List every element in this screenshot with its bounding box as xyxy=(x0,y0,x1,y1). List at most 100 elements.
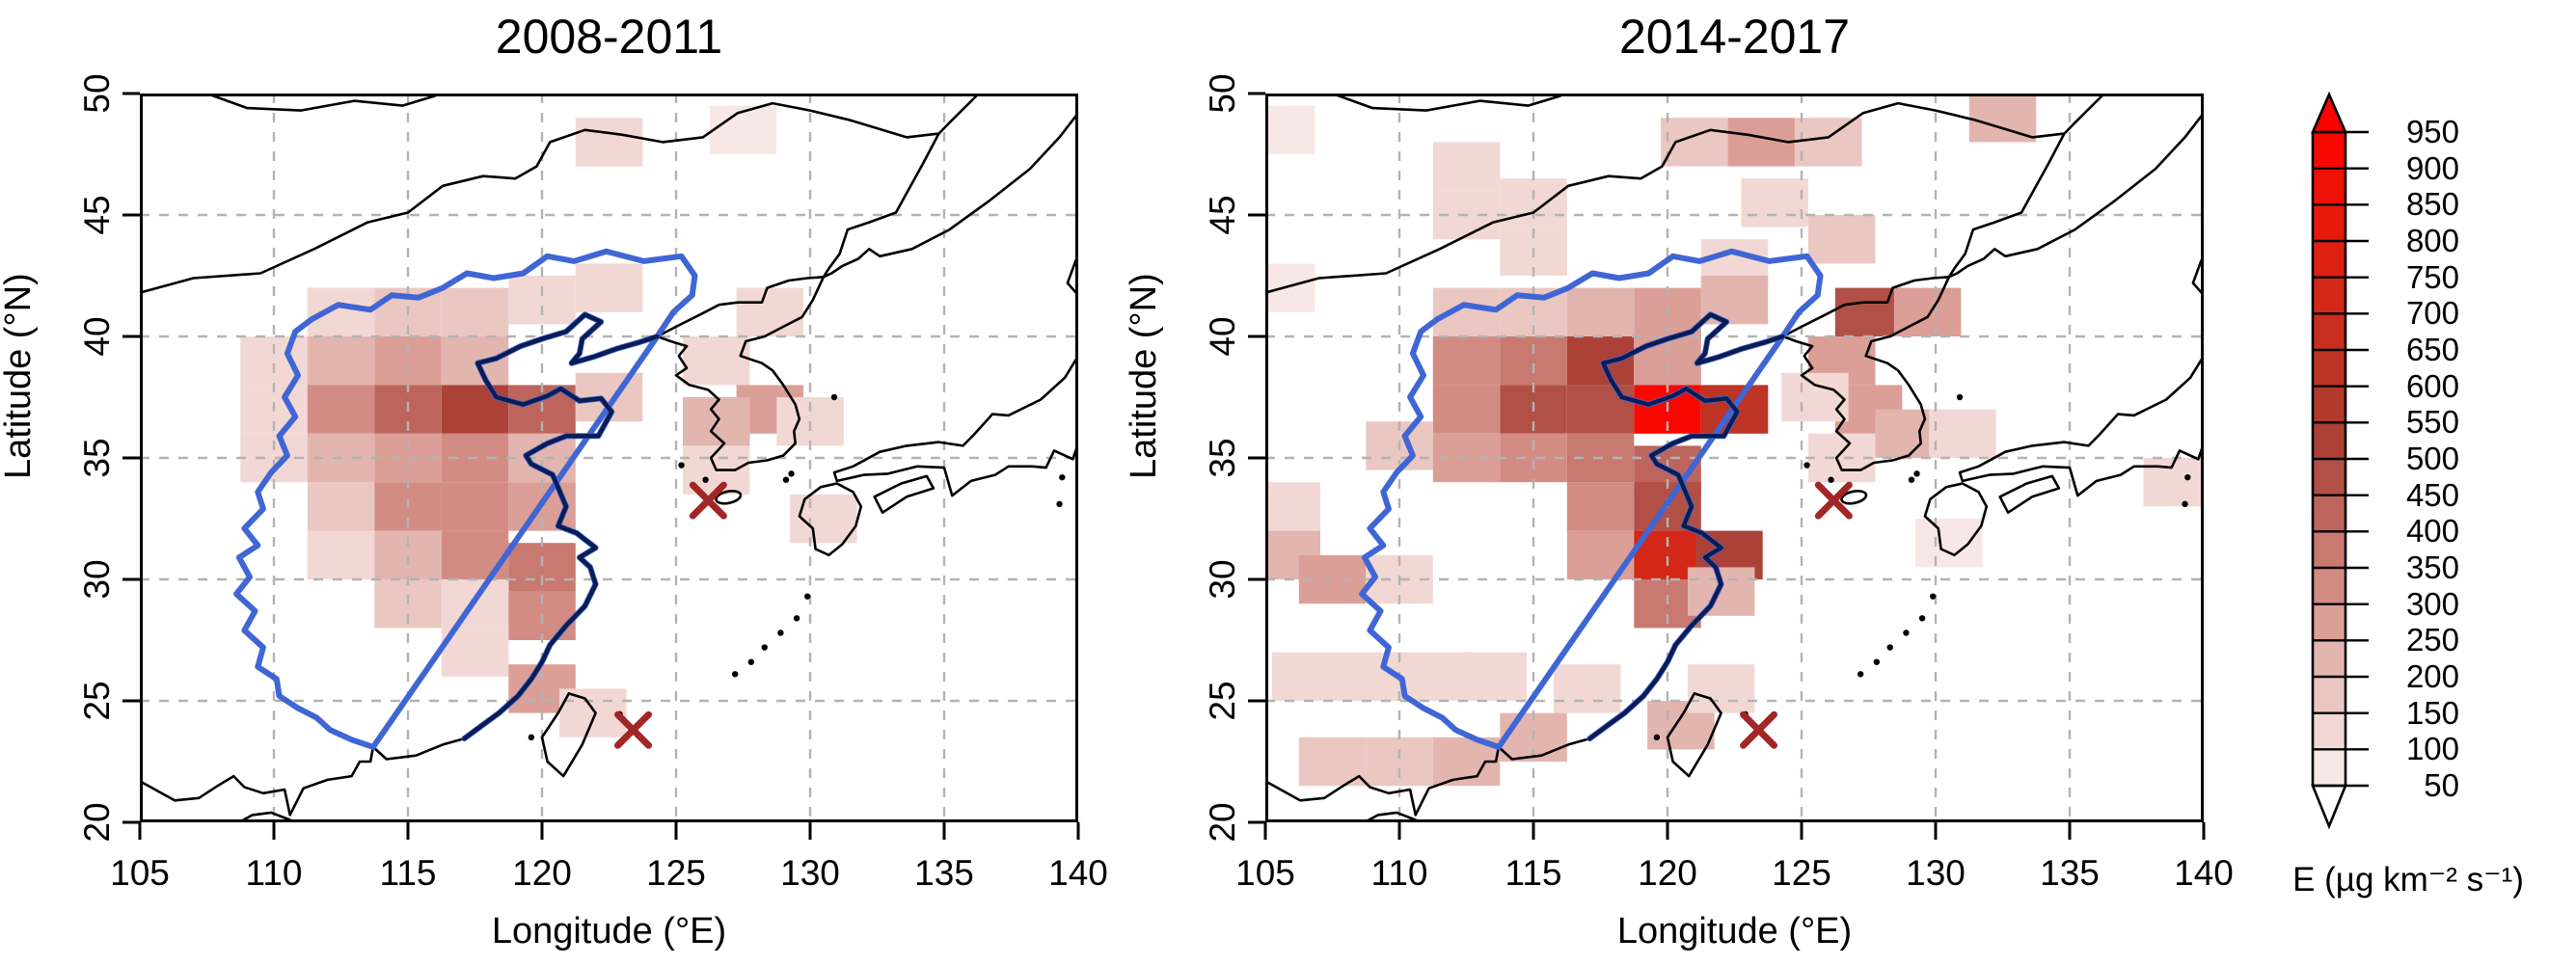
axis-ticks-2008-2011 xyxy=(122,92,1080,840)
coastline xyxy=(205,94,437,112)
coastline xyxy=(1331,94,1562,112)
coastline xyxy=(822,132,940,279)
island-dot xyxy=(793,615,800,622)
heat-cell xyxy=(1566,287,1635,336)
colorbar-band xyxy=(2313,168,2346,205)
coastline xyxy=(621,94,978,144)
coastline xyxy=(656,335,785,471)
x-tick-125: 125 xyxy=(646,853,706,893)
coastline xyxy=(1747,94,2103,144)
colorbar-band xyxy=(2313,204,2346,242)
island-dot xyxy=(747,658,755,665)
colorbar-tick-600: 600 xyxy=(2405,367,2459,404)
island-dot xyxy=(1653,734,1661,740)
coastline xyxy=(832,354,1078,483)
heat-cell xyxy=(1915,519,1983,568)
y-tick-35: 35 xyxy=(1203,438,1242,478)
coastline xyxy=(1923,482,1989,557)
x-marker-station-x-jeju-area xyxy=(689,481,727,520)
heat-cell xyxy=(1795,118,1862,167)
y-tick-40: 40 xyxy=(77,316,117,357)
colorbar-tick-900: 900 xyxy=(2405,149,2459,186)
colorbar xyxy=(2311,91,2369,830)
y-tick-30: 30 xyxy=(1203,559,1242,600)
x-tick-105: 105 xyxy=(1235,853,1295,893)
island-dot xyxy=(1059,473,1066,481)
island-dot xyxy=(1913,470,1920,477)
x-marker-station-x-jeju-area xyxy=(1814,481,1853,520)
heat-cell xyxy=(307,287,375,336)
x-tick-115: 115 xyxy=(379,853,437,893)
china-coastline xyxy=(462,312,660,741)
island-dot xyxy=(804,593,811,600)
colorbar-band xyxy=(2313,241,2346,279)
colorbar-title: E (µg km⁻² s⁻¹) xyxy=(2292,861,2524,898)
heat-cell xyxy=(441,287,509,336)
island-dot xyxy=(528,734,535,740)
map-canvas-2008-2011 xyxy=(140,94,1078,822)
colorbar-tick-800: 800 xyxy=(2405,223,2459,258)
coastline xyxy=(822,111,1078,279)
y-tick-25: 25 xyxy=(77,681,117,721)
island-dot xyxy=(678,462,685,469)
colorbar-tick-750: 750 xyxy=(2405,258,2459,295)
colorbar-band xyxy=(2313,132,2346,170)
coastline xyxy=(140,737,466,817)
colorbar-tick-650: 650 xyxy=(2405,332,2459,367)
y-tick-20: 20 xyxy=(77,802,117,843)
colorbar-band xyxy=(2313,568,2346,605)
plot-frame xyxy=(1265,94,2204,822)
colorbar-band xyxy=(2313,386,2346,423)
heat-cell xyxy=(1929,409,1996,458)
colorbar-tick-300: 300 xyxy=(2405,585,2459,622)
y-axis-label-right: Latitude (°N) xyxy=(1124,273,1164,479)
heat-cell xyxy=(1741,178,1808,228)
heat-cell xyxy=(1553,664,1621,713)
colorbar-under-arrow xyxy=(2311,784,2347,830)
x-tick-130: 130 xyxy=(1906,853,1966,893)
island-dot xyxy=(788,470,795,477)
y-tick-35: 35 xyxy=(77,438,117,478)
jeju-island-outline xyxy=(715,490,743,505)
island-dot xyxy=(830,393,838,401)
x-tick-115: 115 xyxy=(1505,853,1562,893)
island-dot xyxy=(1803,462,1810,469)
heat-cell xyxy=(1265,263,1315,312)
coastline xyxy=(1947,111,2204,279)
coastline xyxy=(1958,354,2204,483)
x-tick-110: 110 xyxy=(1370,853,1428,893)
colorbar-band xyxy=(2313,749,2346,787)
colorbar-over-arrow xyxy=(2311,91,2347,134)
colorbar-band xyxy=(2313,313,2346,351)
coastline xyxy=(835,442,1078,497)
island-dot xyxy=(1056,500,1063,508)
x-marker-station-x-taiwan-area xyxy=(614,710,653,749)
x-tick-110: 110 xyxy=(245,853,303,893)
heat-cell xyxy=(1566,482,1635,531)
plot-frame xyxy=(140,94,1078,822)
coastline xyxy=(1947,132,2066,279)
colorbar-tick-850: 850 xyxy=(2405,186,2459,223)
colorbar-tick-250: 250 xyxy=(2405,622,2459,658)
y-axis-label-left: Latitude (°N) xyxy=(0,273,39,479)
island-dot xyxy=(731,671,739,678)
island-dot xyxy=(777,630,784,636)
colorbar-tick-200: 200 xyxy=(2405,658,2459,694)
coastline xyxy=(1864,276,1951,457)
island-dot xyxy=(1903,630,1910,636)
coastline xyxy=(1666,692,1722,778)
island-dot xyxy=(1828,476,1834,483)
heat-cell xyxy=(1265,482,1320,531)
coastline xyxy=(1265,737,1591,817)
heat-cell xyxy=(709,105,777,154)
island-dot xyxy=(1886,644,1893,651)
heat-cell xyxy=(1459,652,1528,701)
colorbar-tick-100: 100 xyxy=(2405,731,2459,767)
x-tick-130: 130 xyxy=(780,853,840,893)
colorbar-tick-450: 450 xyxy=(2405,476,2459,513)
x-axis-label-right: Longitude (°E) xyxy=(1616,911,1853,952)
heat-cell xyxy=(1781,372,1849,422)
y-tick-50: 50 xyxy=(77,73,117,114)
island-dot xyxy=(761,644,768,651)
colorbar-tick-350: 350 xyxy=(2405,550,2459,585)
